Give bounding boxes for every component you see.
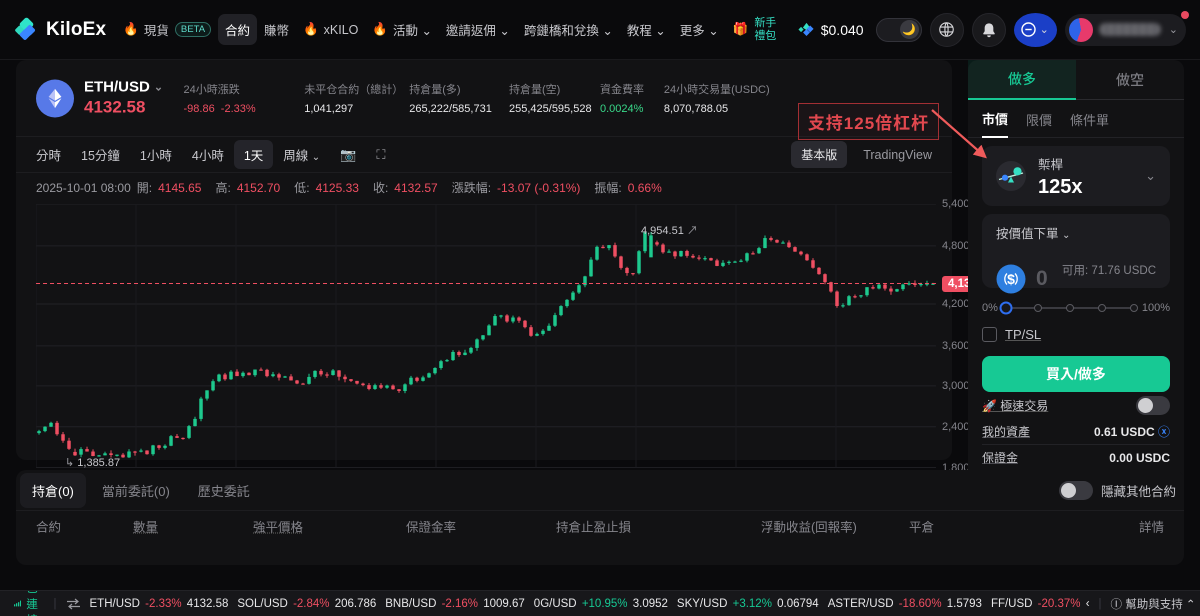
svg-text:$: $ xyxy=(1007,271,1015,287)
